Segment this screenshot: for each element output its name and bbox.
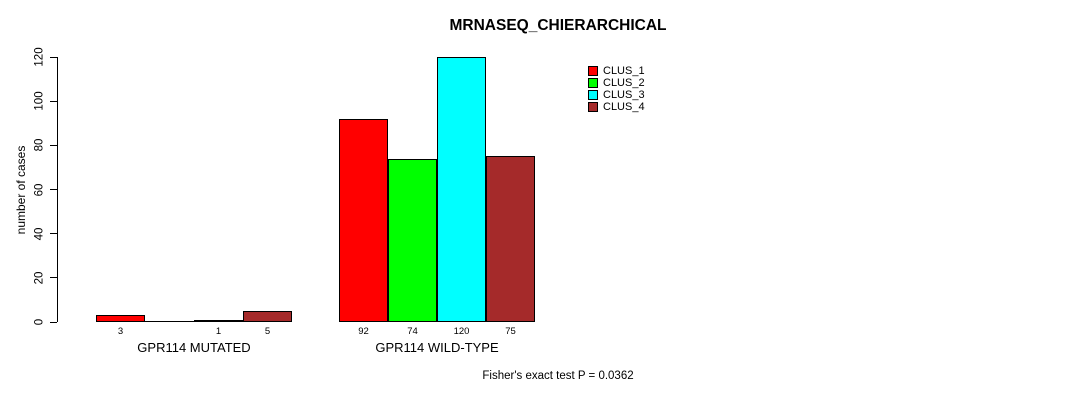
group-label-1: GPR114 MUTATED xyxy=(137,340,251,355)
legend-label: CLUS_2 xyxy=(603,77,645,89)
bar-clus-4-group-2 xyxy=(486,156,535,322)
bar-value-label: 3 xyxy=(117,326,124,337)
y-tick xyxy=(50,144,57,146)
y-tick xyxy=(50,321,57,323)
y-tick xyxy=(50,100,57,102)
legend-label: CLUS_4 xyxy=(603,101,645,113)
bar-value-label: 92 xyxy=(358,326,369,337)
legend: CLUS_1 CLUS_2 CLUS_3 CLUS_4 xyxy=(588,66,645,114)
y-axis-line xyxy=(57,57,58,322)
bar-value-label: 5 xyxy=(264,326,271,337)
y-tick xyxy=(50,189,57,190)
legend-item-clus-2: CLUS_2 xyxy=(588,77,645,89)
legend-color-swatch xyxy=(588,90,598,100)
bar-clus-1-group-1 xyxy=(96,315,145,322)
bar-clus-2-group-2 xyxy=(388,158,437,322)
legend-color-swatch xyxy=(588,102,598,112)
bar-clus-3-group-2 xyxy=(437,57,486,322)
legend-color-swatch xyxy=(588,78,598,88)
bar-value-label: 1 xyxy=(215,326,222,337)
group-label-2: GPR114 WILD-TYPE xyxy=(375,340,499,355)
y-tick-label: 20 xyxy=(33,271,46,285)
bar-value-label: 74 xyxy=(407,326,418,337)
y-tick xyxy=(50,277,57,279)
legend-color-swatch xyxy=(588,66,598,76)
y-tick xyxy=(50,233,57,235)
y-tick-label: 60 xyxy=(33,183,46,196)
y-tick xyxy=(50,56,57,58)
bar-clus-1-group-2 xyxy=(339,118,388,322)
legend-label: CLUS_3 xyxy=(603,89,645,101)
legend-item-clus-3: CLUS_3 xyxy=(588,89,645,101)
y-axis-title: number of cases xyxy=(14,145,28,235)
bar-clus-2-group-1 xyxy=(145,321,194,322)
y-tick-label: 0 xyxy=(33,318,46,326)
chart-title: MRNASEQ_CHIERARCHICAL xyxy=(449,17,667,34)
bar-clus-4-group-1 xyxy=(243,310,292,322)
bar-clus-3-group-1 xyxy=(194,319,243,322)
legend-item-clus-4: CLUS_4 xyxy=(588,101,645,113)
bar-value-label: 75 xyxy=(505,326,516,337)
y-tick-label: 80 xyxy=(33,138,46,152)
y-tick-label: 120 xyxy=(33,47,46,67)
y-tick-label: 40 xyxy=(33,227,46,241)
y-tick-label: 100 xyxy=(33,91,46,111)
legend-label: CLUS_1 xyxy=(603,65,645,77)
annotation-fisher-test: Fisher's exact test P = 0.0362 xyxy=(482,370,634,382)
bar-value-label: 120 xyxy=(453,326,470,337)
legend-item-clus-1: CLUS_1 xyxy=(588,65,645,77)
